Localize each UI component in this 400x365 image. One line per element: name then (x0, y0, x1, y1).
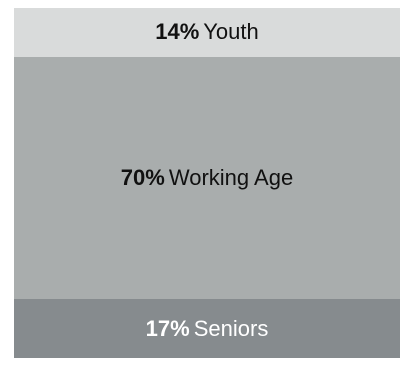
segment-value-label: 70% (120, 164, 165, 190)
population-share-stacked-bar: 14% Youth 70% Working Age 17% Seniors (14, 8, 400, 358)
segment-value-label: 14% (155, 19, 200, 45)
segment-category-label: Seniors (193, 315, 269, 341)
segment-working-age: 70% Working Age (14, 56, 400, 300)
segment-seniors: 17% Seniors (14, 299, 400, 358)
segment-category-label: Youth (203, 19, 259, 45)
segment-category-label: Working Age (168, 164, 294, 190)
segment-value-label: 17% (145, 315, 190, 341)
segment-youth: 14% Youth (14, 8, 400, 57)
